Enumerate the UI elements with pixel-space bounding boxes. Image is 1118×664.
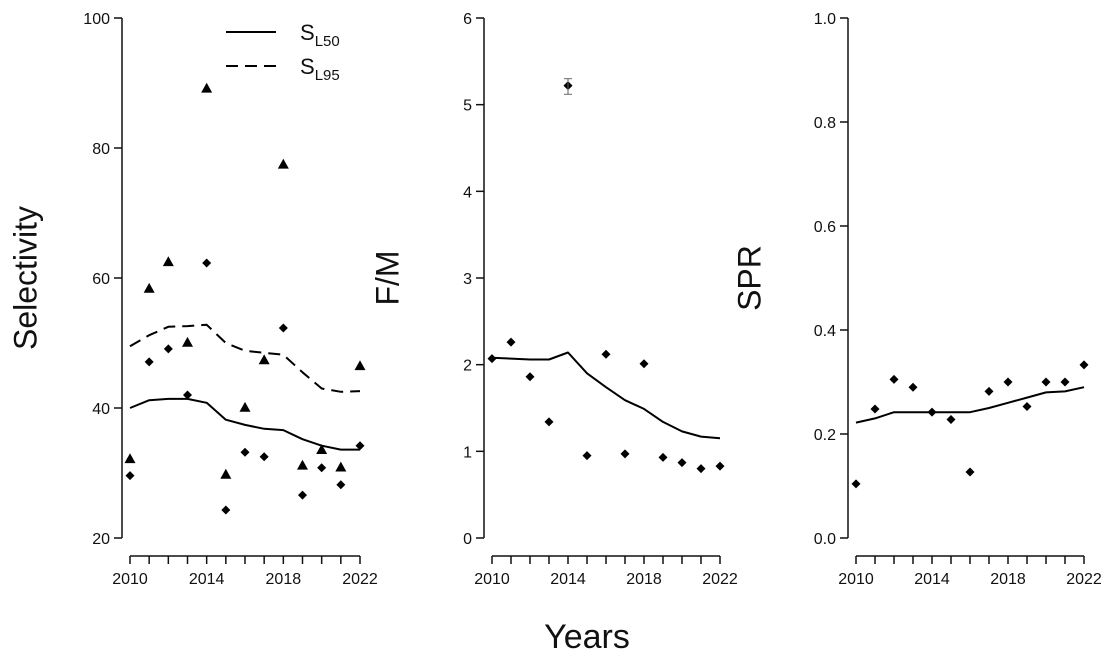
- y-axis-label: SPR: [731, 245, 767, 311]
- data-point-diamond: [298, 490, 307, 500]
- data-point-triangle: [258, 354, 270, 365]
- data-point-diamond: [163, 344, 173, 354]
- data-point-diamond: [601, 349, 611, 359]
- data-point-diamond: [620, 449, 630, 459]
- data-point-triangle: [124, 453, 136, 464]
- x-tick-label: 2010: [474, 571, 510, 588]
- data-point-triangle: [220, 468, 232, 479]
- data-point-triangle: [143, 282, 155, 293]
- panel-3: 0.0 0.2 0.4 0.6 0.8 1.0 2010 2014 2018 2022 SPR: [731, 11, 1101, 588]
- data-point-diamond: [870, 404, 880, 414]
- data-point-diamond: [487, 354, 497, 364]
- data-point-diamond: [355, 441, 365, 451]
- y-tick-label: 0.4: [814, 323, 836, 340]
- panel-2: 0 1 2 3 4 5 6 2010 2014 2018 2022 F/M: [369, 11, 737, 588]
- y-tick-label: 0: [463, 531, 472, 548]
- y-tick-label: 100: [83, 11, 110, 28]
- data-point-triangle: [297, 459, 308, 470]
- data-point-diamond: [336, 480, 346, 490]
- y-tick-label: 2: [463, 358, 472, 375]
- x-tick-label: 2018: [990, 571, 1026, 588]
- data-point-diamond: [1060, 377, 1070, 387]
- y-tick-label: 6: [463, 11, 472, 28]
- data-point-diamond: [582, 451, 592, 461]
- data-point-diamond: [240, 447, 250, 457]
- y-tick-label: 0.6: [814, 219, 836, 236]
- dashed-fit-line: [129, 323, 361, 393]
- y-axis-label: Selectivity: [7, 206, 43, 350]
- data-point-diamond: [851, 479, 861, 489]
- data-point-diamond: [506, 337, 516, 347]
- x-tick-label: 2014: [189, 571, 225, 588]
- x-tick-label: 2010: [112, 571, 148, 588]
- data-point-diamond: [1003, 377, 1013, 387]
- legend-subscript: L95: [315, 67, 340, 84]
- data-point-triangle: [335, 461, 347, 472]
- data-point-diamond: [1079, 360, 1089, 370]
- y-tick-label: 1.0: [814, 11, 836, 28]
- data-point-diamond: [908, 382, 918, 392]
- data-point-diamond: [889, 374, 899, 384]
- solid-fit-line: [491, 351, 721, 440]
- data-point-diamond: [658, 452, 668, 462]
- data-point-diamond: [927, 407, 937, 417]
- data-point-diamond: [946, 414, 956, 424]
- legend-subscript: L50: [315, 33, 340, 50]
- data-point-triangle: [316, 444, 328, 454]
- data-point-diamond: [317, 463, 327, 473]
- y-tick-label: 0.0: [814, 531, 836, 548]
- y-tick-label: 40: [92, 401, 110, 418]
- data-point-diamond: [677, 458, 687, 468]
- legend-entry: SL50: [300, 20, 340, 50]
- data-point-triangle: [182, 336, 193, 347]
- x-tick-label: 2022: [702, 571, 738, 588]
- y-tick-label: 20: [92, 531, 110, 548]
- x-tick-label: 2022: [342, 571, 378, 588]
- data-point-diamond: [1041, 377, 1051, 387]
- legend-entry: SL95: [300, 54, 340, 84]
- data-point-diamond: [125, 471, 135, 481]
- y-tick-label: 0.2: [814, 427, 836, 444]
- data-point-diamond: [639, 359, 649, 369]
- x-tick-label: 2018: [266, 571, 302, 588]
- x-tick-label: 2018: [626, 571, 662, 588]
- data-point-diamond: [144, 357, 154, 367]
- data-point-triangle: [162, 256, 174, 267]
- data-point-diamond: [1022, 401, 1032, 411]
- y-tick-label: 4: [463, 184, 472, 201]
- data-point-diamond: [221, 505, 231, 515]
- x-axis-label: Years: [544, 618, 630, 656]
- y-tick-label: 3: [463, 271, 472, 288]
- y-axis-label: F/M: [369, 250, 405, 305]
- x-tick-label: 2014: [914, 571, 950, 588]
- data-point-diamond: [715, 461, 725, 471]
- y-tick-label: 0.8: [814, 115, 836, 132]
- data-point-diamond: [525, 372, 535, 382]
- y-tick-label: 60: [92, 271, 110, 288]
- data-point-diamond: [696, 464, 706, 474]
- data-point-diamond: [202, 258, 212, 268]
- solid-fit-line: [855, 386, 1085, 424]
- y-tick-label: 1: [463, 444, 472, 461]
- legend-main: S: [300, 54, 315, 79]
- x-tick-label: 2022: [1066, 571, 1102, 588]
- data-point-diamond: [278, 323, 288, 333]
- legend-main: S: [300, 20, 315, 45]
- data-point-triangle: [201, 82, 213, 93]
- data-point-diamond: [183, 390, 192, 400]
- data-point-triangle: [277, 158, 289, 169]
- x-tick-label: 2014: [550, 571, 586, 588]
- y-tick-label: 80: [92, 141, 110, 158]
- x-tick-label: 2010: [838, 571, 874, 588]
- data-point-diamond: [544, 417, 554, 427]
- data-point-triangle: [354, 360, 366, 371]
- y-tick-label: 5: [463, 98, 472, 115]
- data-point-diamond: [965, 467, 975, 477]
- data-point-diamond: [259, 452, 269, 462]
- data-point-triangle: [239, 401, 251, 412]
- data-point-diamond: [984, 386, 994, 396]
